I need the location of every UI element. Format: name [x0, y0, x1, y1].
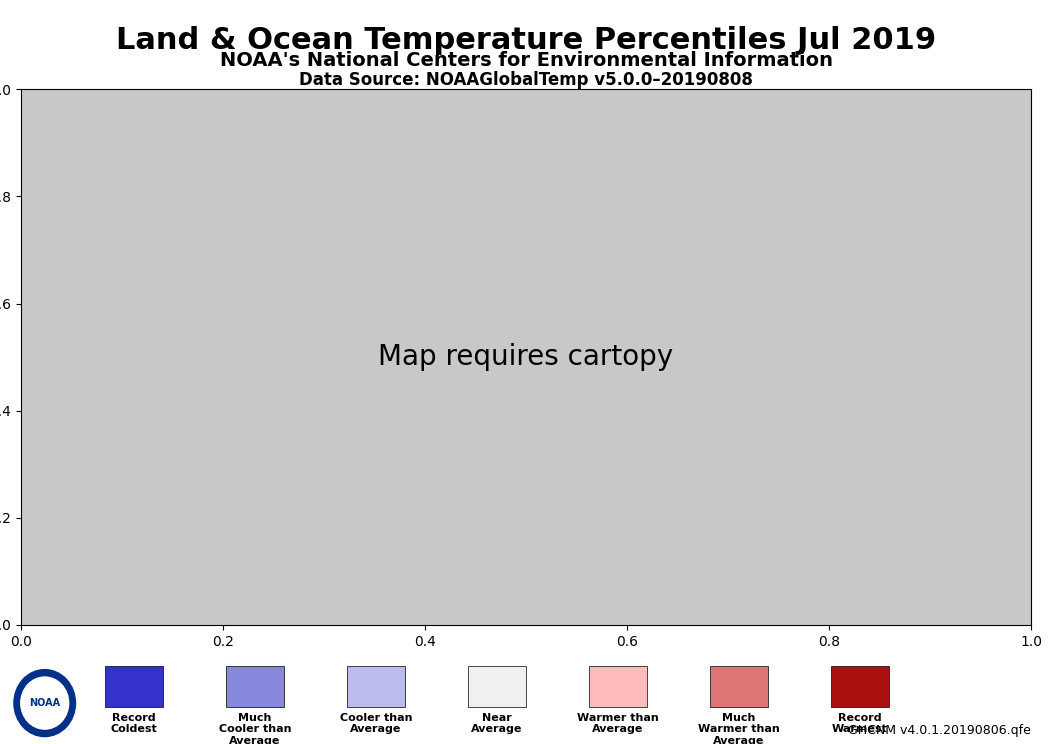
- Text: GHCNM v4.0.1.20190806.qfe: GHCNM v4.0.1.20190806.qfe: [848, 724, 1031, 737]
- Text: Warmer than
Average: Warmer than Average: [578, 713, 659, 734]
- Circle shape: [21, 677, 68, 729]
- Text: Much
Warmer than
Average: Much Warmer than Average: [699, 713, 780, 744]
- Text: Map requires cartopy: Map requires cartopy: [379, 343, 673, 371]
- Text: Much
Cooler than
Average: Much Cooler than Average: [219, 713, 291, 744]
- Circle shape: [14, 670, 76, 737]
- Text: Data Source: NOAAGlobalTemp v5.0.0–20190808: Data Source: NOAAGlobalTemp v5.0.0–20190…: [299, 71, 753, 89]
- Text: Record
Warmest: Record Warmest: [832, 713, 888, 734]
- Text: NOAA's National Centers for Environmental Information: NOAA's National Centers for Environmenta…: [220, 51, 832, 70]
- Text: NOAA: NOAA: [29, 698, 60, 708]
- Text: Record
Coldest: Record Coldest: [110, 713, 158, 734]
- Text: Near
Average: Near Average: [471, 713, 523, 734]
- Text: Land & Ocean Temperature Percentiles Jul 2019: Land & Ocean Temperature Percentiles Jul…: [116, 26, 936, 55]
- Text: Cooler than
Average: Cooler than Average: [340, 713, 412, 734]
